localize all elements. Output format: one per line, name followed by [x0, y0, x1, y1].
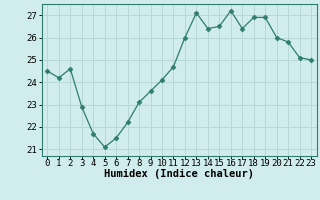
X-axis label: Humidex (Indice chaleur): Humidex (Indice chaleur) [104, 169, 254, 179]
